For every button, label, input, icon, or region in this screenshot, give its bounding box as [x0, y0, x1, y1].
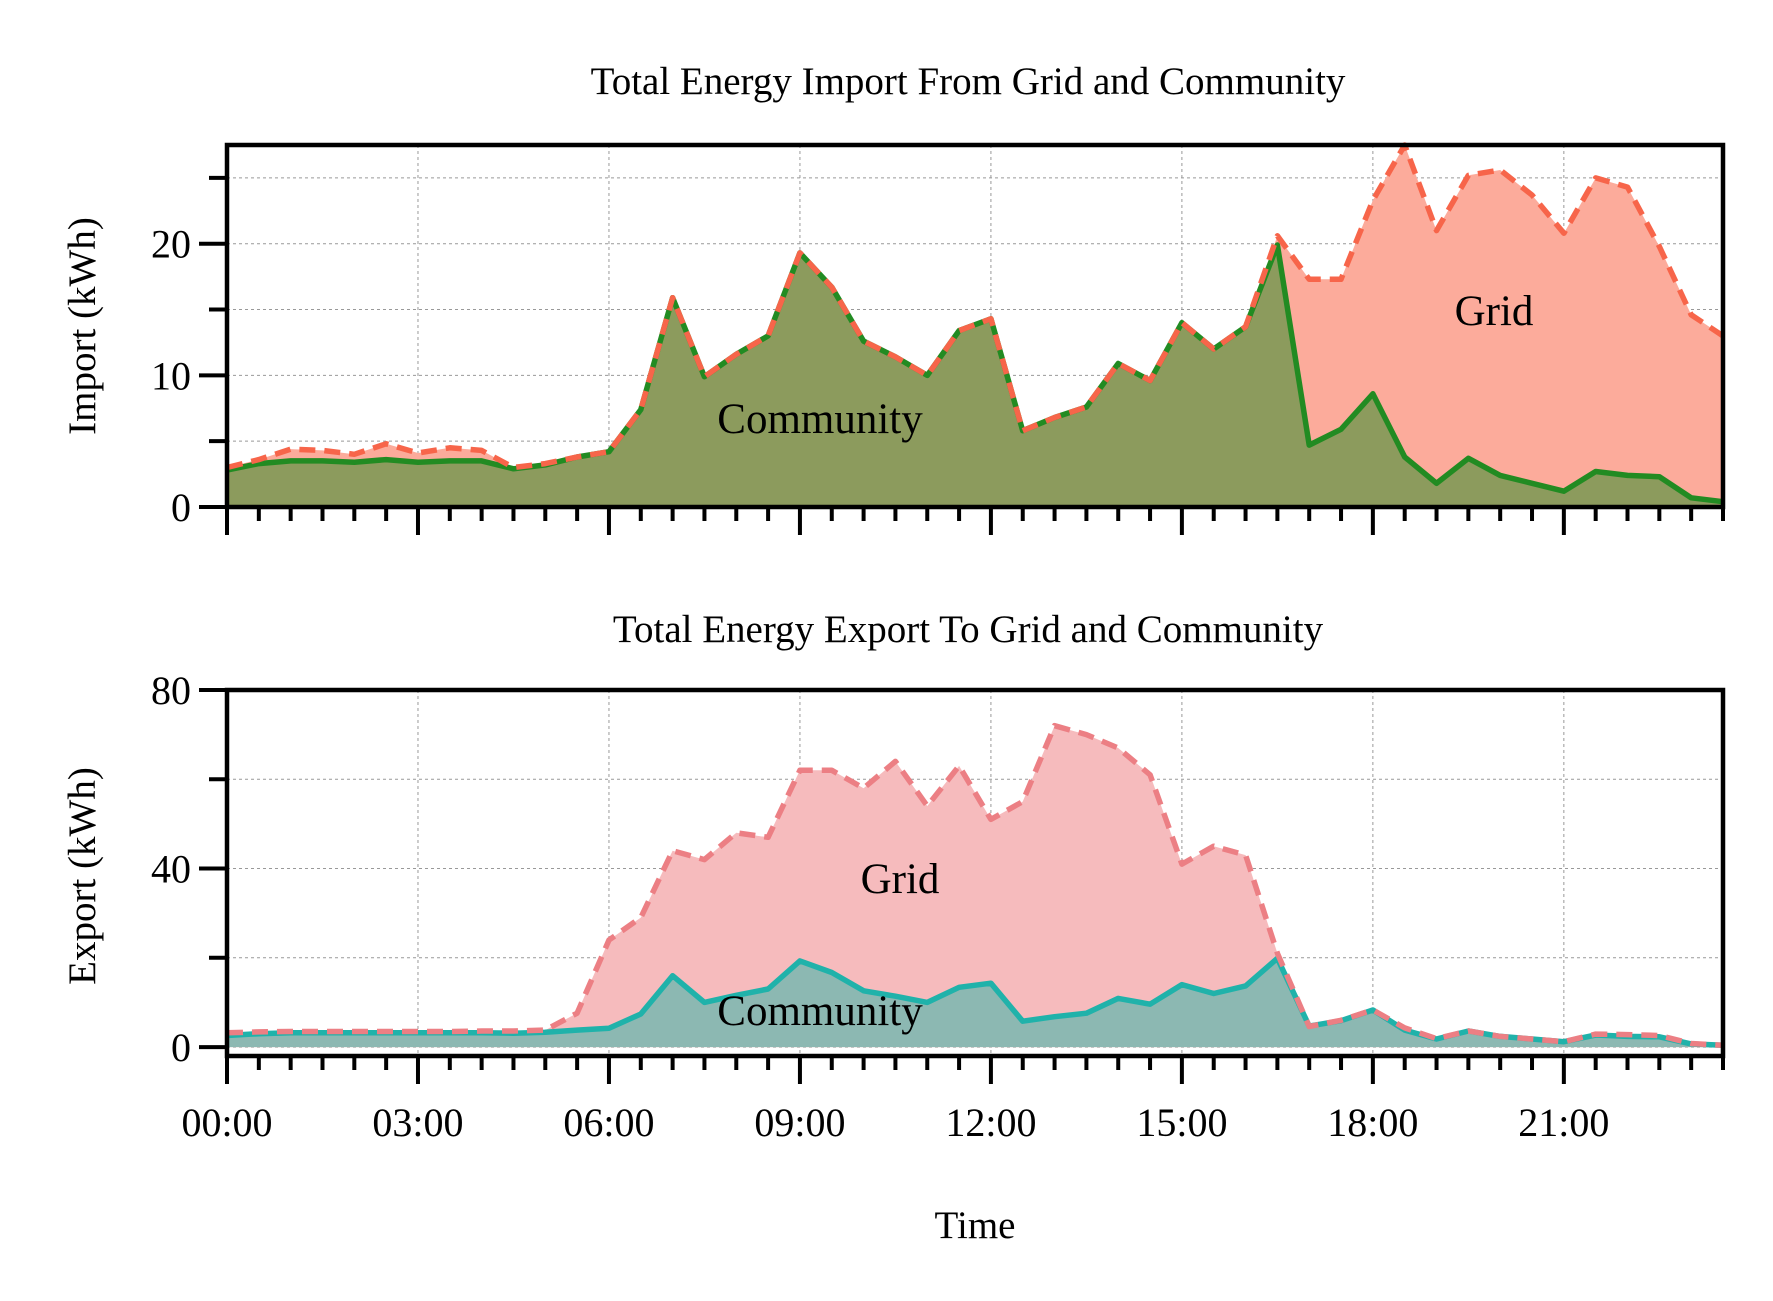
import-chart-title: Total Energy Import From Grid and Commun… — [591, 60, 1346, 103]
import-series-lines — [226, 142, 1725, 505]
export-chart-title: Total Energy Export To Grid and Communit… — [613, 608, 1324, 651]
import-community-area — [227, 245, 1723, 507]
import-x-ticks — [225, 507, 1725, 535]
x-tick-label: 15:00 — [1136, 1100, 1227, 1145]
import-community-annotation: Community — [717, 396, 923, 443]
x-tick-label: 18:00 — [1327, 1100, 1418, 1145]
export-y-tick-label: 40 — [151, 847, 191, 892]
import-grid-annotation: Grid — [1455, 288, 1534, 335]
export-series-lines — [226, 722, 1724, 1049]
export-x-ticks: 00:00 03:00 06:00 09:00 12:00 15:00 18:00 21:00 — [181, 1056, 1725, 1145]
import-panel: Total Energy Import From Grid and Commun… — [61, 60, 1726, 535]
import-plot-frame — [224, 142, 1726, 510]
import-community-line — [226, 242, 1724, 505]
export-panel: Total Energy Export To Grid and Communit… — [61, 608, 1726, 1145]
export-community-area — [227, 958, 1723, 1048]
import-y-ticks: 0 10 20 — [151, 175, 227, 530]
x-tick-label: 09:00 — [754, 1100, 845, 1145]
export-community-annotation: Community — [717, 988, 923, 1035]
x-tick-label: 12:00 — [945, 1100, 1036, 1145]
export-grid-annotation: Grid — [861, 856, 940, 903]
import-y-tick-label: 20 — [151, 222, 191, 267]
import-y-tick-label: 10 — [151, 353, 191, 398]
export-grid-area — [227, 725, 1723, 1048]
export-area-fills — [227, 725, 1723, 1048]
x-tick-label: 03:00 — [372, 1100, 463, 1145]
export-y-tick-label: 80 — [151, 668, 191, 713]
export-y-ticks: 0 40 80 — [151, 668, 227, 1070]
x-tick-label: 06:00 — [563, 1100, 654, 1145]
import-y-axis-label: Import (kWh) — [61, 217, 104, 435]
export-y-tick-label: 0 — [171, 1025, 191, 1070]
x-tick-label: 21:00 — [1518, 1100, 1609, 1145]
export-grid-line — [226, 722, 1724, 1049]
x-axis-label: Time — [935, 1204, 1016, 1247]
export-y-axis-label: Export (kWh) — [61, 767, 104, 985]
import-y-tick-label: 0 — [171, 485, 191, 530]
export-plot-frame — [224, 687, 1726, 1059]
x-tick-label: 00:00 — [181, 1100, 272, 1145]
import-grid-line — [226, 142, 1725, 471]
